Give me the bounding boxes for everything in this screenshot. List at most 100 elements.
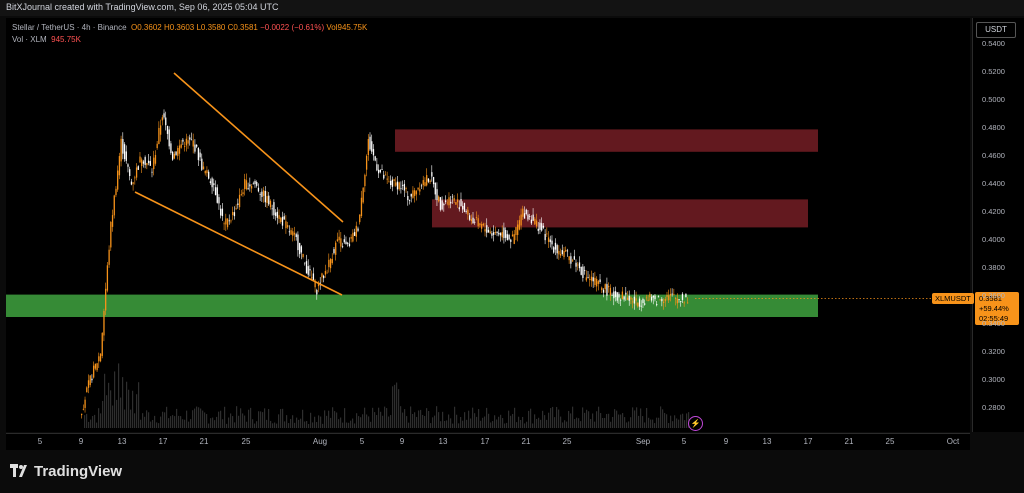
candle-body [171, 151, 174, 160]
volume-bar [286, 415, 288, 428]
volume-bar [460, 416, 462, 428]
volume-bar [278, 414, 280, 428]
candle-body [608, 285, 610, 288]
candle-body [439, 197, 442, 210]
volume-bar [210, 418, 212, 428]
candle-body [546, 233, 548, 235]
candle-body [170, 143, 172, 153]
legend-title: Stellar / TetherUS · 4h · Binance [12, 23, 127, 32]
price-axis[interactable] [972, 18, 1024, 432]
candle-body [547, 237, 550, 242]
volume-bar [282, 408, 284, 428]
candle-body [130, 181, 133, 185]
candle-body [259, 193, 261, 195]
candle-body [202, 166, 205, 170]
volume-bar [394, 384, 396, 428]
candle-body [573, 256, 575, 260]
candle-body [405, 187, 407, 189]
candle-body [388, 181, 390, 183]
candle-body [173, 153, 175, 159]
candle-body [585, 277, 587, 281]
candle-body [642, 299, 644, 304]
volume-bar [566, 421, 568, 428]
candle-body [189, 137, 191, 140]
candle-body [137, 166, 139, 170]
currency-unit[interactable]: USDT [976, 22, 1016, 38]
candle-body [256, 182, 258, 186]
volume-bar [424, 416, 426, 428]
lightning-icon[interactable]: ⚡ [688, 416, 703, 431]
candle-body [558, 250, 560, 255]
candle-body [475, 217, 478, 218]
volume-bar [544, 415, 546, 428]
volume-bar [594, 421, 596, 428]
volume-bar [124, 409, 126, 428]
candle-body [103, 310, 105, 336]
volume-bar [260, 411, 262, 428]
time-tick-label: 17 [803, 437, 813, 446]
volume-bar [554, 417, 556, 428]
time-axis[interactable] [6, 433, 970, 450]
candle-body [211, 178, 213, 188]
volume-bar [228, 417, 230, 428]
candle-body [645, 297, 648, 299]
candle-body [408, 200, 411, 201]
candle-body [87, 380, 90, 388]
volume-bar [122, 377, 124, 428]
candle-body [467, 209, 469, 215]
candle-body [515, 227, 517, 236]
candle-body [362, 187, 364, 203]
candle-body [218, 197, 220, 204]
volume-bar [84, 415, 86, 428]
volume-bar [280, 409, 282, 428]
candle-body [561, 250, 563, 254]
price-tick-label: 0.4400 [982, 179, 1005, 188]
candle-body [357, 228, 359, 231]
candle-body [89, 375, 91, 386]
volume-bar [182, 419, 184, 428]
volume-bar [186, 410, 188, 428]
volume-bar [244, 415, 246, 428]
candle-body [638, 298, 641, 307]
volume-bar [118, 363, 120, 428]
candle-body [518, 220, 521, 230]
volume-bar [294, 422, 296, 428]
volume-bar [640, 408, 642, 428]
volume-bar [374, 412, 376, 428]
support-zone [6, 294, 818, 317]
volume-bar [384, 406, 386, 428]
volume-bar [366, 414, 368, 428]
candle-body [216, 187, 218, 203]
volume-bar [214, 420, 216, 428]
volume-bar [596, 411, 598, 428]
volume-bar [660, 406, 662, 428]
candle-body [513, 234, 515, 244]
candle-body [276, 211, 278, 218]
volume-bar [364, 407, 366, 428]
volume-bar [134, 413, 136, 428]
volume-bar [656, 417, 658, 428]
candle-body [317, 283, 320, 287]
candle-body [196, 144, 198, 147]
candle-body [245, 180, 248, 190]
volume-bar [646, 408, 648, 428]
candle-body [81, 413, 83, 416]
volume-bar [416, 416, 418, 428]
candle-body [630, 297, 632, 300]
volume-bar [652, 419, 654, 428]
volume-bar [288, 423, 290, 428]
volume-bar [140, 419, 142, 428]
volume-bar [128, 389, 130, 428]
candle-body [292, 231, 294, 236]
candle-body [142, 161, 145, 164]
volume-bar [130, 409, 132, 428]
candle-body [288, 231, 291, 233]
volume-bar [484, 416, 486, 428]
candle-body [355, 225, 357, 237]
candle-body [633, 296, 636, 304]
candle-body [321, 273, 323, 278]
volume-bar [508, 410, 510, 428]
volume-bar [100, 413, 102, 428]
candle-body [343, 239, 345, 243]
